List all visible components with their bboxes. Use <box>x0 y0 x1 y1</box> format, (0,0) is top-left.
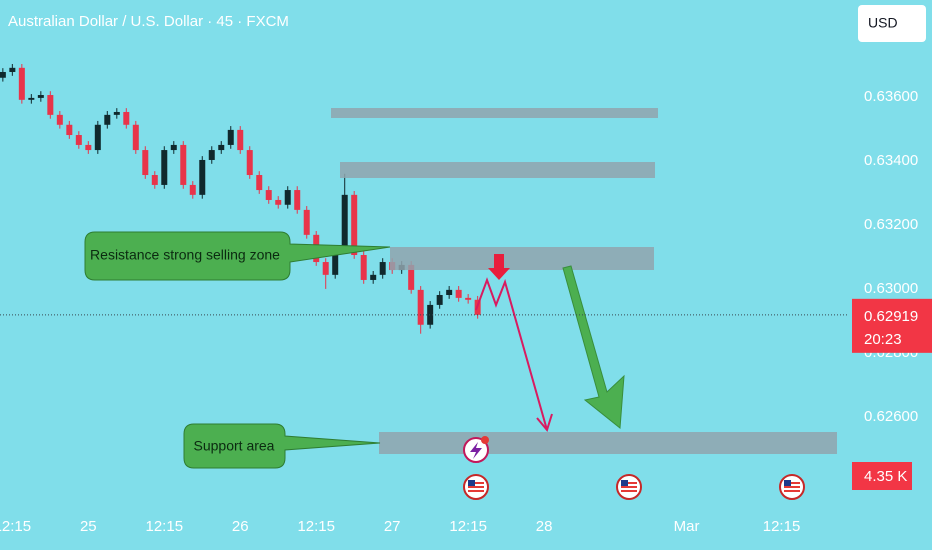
x-tick-label: 27 <box>384 518 401 535</box>
axes: 12:15 25 12:15 26 12:15 27 12:15 28 Mar 12:15 0.63… <box>0 88 932 535</box>
annotation: Resistance strong selling zone <box>90 247 280 263</box>
candle-body <box>294 190 301 210</box>
candle-body <box>465 297 472 300</box>
candle-body <box>284 190 291 205</box>
x-tick-label: 25 <box>80 518 97 535</box>
candle-body <box>170 144 177 151</box>
countdown: 20:23 <box>864 331 902 348</box>
zone <box>340 162 655 178</box>
candle-body <box>256 175 263 191</box>
y-tick-label: 0.63200 <box>864 216 918 233</box>
candle-body <box>132 124 139 151</box>
green-arrow <box>562 265 625 429</box>
candle-body <box>370 274 377 280</box>
candle-body <box>237 129 244 151</box>
candle-body <box>246 150 253 176</box>
candle-body <box>208 150 215 160</box>
down-marker <box>494 254 504 268</box>
red-arrowhead <box>536 413 553 433</box>
candle-body <box>436 294 443 305</box>
candle-body <box>123 111 130 125</box>
y-tick-label: 0.63400 <box>864 152 918 169</box>
candle-body <box>161 150 168 185</box>
volume-box <box>852 462 912 490</box>
y-tick-label: 0.63600 <box>864 88 918 105</box>
candle-body <box>218 144 225 151</box>
x-tick-label: 28 <box>536 518 553 535</box>
candle-body <box>28 97 35 100</box>
candle-body <box>9 67 16 72</box>
candle-body <box>199 159 206 195</box>
candle-body <box>417 289 424 325</box>
y-tick-label: 0.63000 <box>864 280 918 297</box>
candle-body <box>265 190 272 200</box>
currency: USD <box>868 15 898 31</box>
candle-body <box>0 71 6 78</box>
flag-icon[interactable] <box>779 474 805 500</box>
volume-label: 4.35 K <box>864 468 907 485</box>
down-marker <box>488 268 510 280</box>
candle-body <box>322 262 329 275</box>
x-tick-label: 12:15 <box>146 518 184 535</box>
candle-body <box>427 304 434 325</box>
flag-icons <box>463 474 805 500</box>
candle-body <box>360 255 367 280</box>
last-price-label: 0.62919 <box>864 308 918 325</box>
x-tick-label: 12:15 <box>297 518 335 535</box>
x-tick-label: 26 <box>232 518 249 535</box>
chart-title: Australian Dollar / U.S. Dollar · 45 · F… <box>8 13 289 30</box>
candle-body <box>66 124 73 136</box>
candle-body <box>189 184 196 195</box>
candle-body <box>341 194 348 250</box>
flag-icon[interactable] <box>463 474 489 500</box>
candle-body <box>332 249 339 275</box>
annotation: Support area <box>194 438 275 454</box>
callout <box>183 423 381 469</box>
candle-body <box>85 144 92 151</box>
candle-body <box>75 135 82 145</box>
last-price-box <box>852 298 932 353</box>
candle-body <box>47 95 54 115</box>
candle-body <box>113 111 120 115</box>
candle-body <box>180 144 187 185</box>
currency-button[interactable] <box>858 5 926 42</box>
zone <box>379 432 837 454</box>
candle-body <box>94 124 101 151</box>
zone <box>390 247 654 270</box>
candle-body <box>142 150 149 176</box>
x-tick-label: 12:15 <box>0 518 31 535</box>
candle-body <box>227 129 234 145</box>
candle-body <box>351 194 358 255</box>
candle-body <box>455 289 462 298</box>
x-tick-label: Mar <box>674 518 700 535</box>
candle-body <box>446 289 453 295</box>
candle-body <box>408 264 415 290</box>
x-tick-label: 12:15 <box>763 518 801 535</box>
zone <box>331 108 658 118</box>
candle-body <box>275 199 282 205</box>
candle-body <box>56 114 63 125</box>
y-tick-label: 0.62600 <box>864 408 918 425</box>
candle-body <box>18 67 25 100</box>
x-tick-label: 12:15 <box>449 518 487 535</box>
flag-icon[interactable] <box>616 474 642 500</box>
red-path <box>475 277 548 431</box>
candle-body <box>104 114 111 125</box>
callout <box>84 231 391 281</box>
candle-body <box>37 95 44 98</box>
candle-body <box>379 262 386 275</box>
event-dot <box>481 436 489 444</box>
candle-body <box>151 175 158 185</box>
event-icon <box>470 442 482 459</box>
candle-body <box>303 209 310 235</box>
